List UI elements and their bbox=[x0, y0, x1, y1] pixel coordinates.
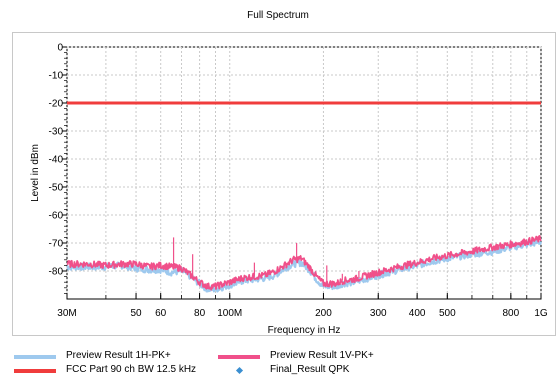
x-tick-label: 80 bbox=[194, 308, 206, 319]
y-tick-label: -40 bbox=[49, 155, 64, 166]
x-tick-label: 100M bbox=[217, 308, 242, 319]
y-tick-label: -60 bbox=[49, 211, 64, 222]
series-layer bbox=[66, 235, 543, 293]
legend-label-fcc-limit: FCC Part 90 ch BW 12.5 kHz bbox=[66, 364, 197, 375]
legend-swatch-fcc-limit bbox=[14, 369, 56, 373]
x-tick-label: 400 bbox=[409, 308, 426, 319]
y-tick-label: -80 bbox=[49, 267, 64, 278]
x-tick-label: 60 bbox=[155, 308, 167, 319]
legend-label-final-qpk: Final_Result QPK bbox=[270, 364, 350, 375]
y-tick-layer: 0 -10 -20 -30 -40 -50 -60 -70 -80 bbox=[49, 43, 67, 294]
x-tick-layer: 30M 50 60 80 100M 200 300 400 500 800 1G bbox=[57, 293, 548, 319]
y-tick-label: -10 bbox=[49, 71, 64, 82]
x-tick-label: 30M bbox=[57, 308, 76, 319]
y-tick-label: -50 bbox=[49, 183, 64, 194]
chart-title: Full Spectrum bbox=[247, 10, 309, 21]
y-tick-label: -20 bbox=[49, 99, 64, 110]
y-tick-label: 0 bbox=[57, 43, 63, 54]
legend-swatch-1v-pk bbox=[218, 355, 260, 359]
x-tick-label: 200 bbox=[315, 308, 332, 319]
x-tick-label: 1G bbox=[534, 308, 548, 319]
x-tick-label: 800 bbox=[502, 308, 519, 319]
legend: Preview Result 1H-PK+ Preview Result 1V-… bbox=[0, 350, 556, 379]
legend-item-final-qpk: Final_Result QPK bbox=[218, 364, 408, 378]
legend-item-1v-pk: Preview Result 1V-PK+ bbox=[218, 350, 408, 364]
x-tick-label: 500 bbox=[439, 308, 456, 319]
x-tick-label: 50 bbox=[130, 308, 142, 319]
legend-diamond-icon bbox=[235, 366, 244, 375]
series-1v-pk-line bbox=[66, 235, 542, 291]
legend-item-fcc-limit: FCC Part 90 ch BW 12.5 kHz bbox=[14, 364, 204, 378]
x-tick-label: 300 bbox=[370, 308, 387, 319]
x-axis-label: Frequency in Hz bbox=[268, 325, 341, 336]
legend-label-1h-pk: Preview Result 1H-PK+ bbox=[66, 350, 171, 361]
y-tick-label: -30 bbox=[49, 127, 64, 138]
legend-swatch-1h-pk bbox=[14, 355, 56, 359]
y-tick-label: -70 bbox=[49, 239, 64, 250]
chart-svg: 0 -10 -20 -30 -40 -50 -60 -70 -80 30M 50 60 80 100M 2… bbox=[30, 43, 548, 337]
legend-label-1v-pk: Preview Result 1V-PK+ bbox=[270, 350, 374, 361]
y-axis-label: Level in dBm bbox=[30, 144, 41, 202]
legend-item-1h-pk: Preview Result 1H-PK+ bbox=[14, 350, 204, 364]
